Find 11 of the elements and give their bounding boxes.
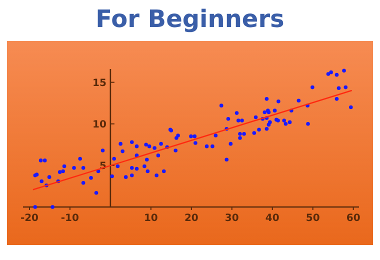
x-tick-label: 20 <box>184 213 198 224</box>
x-tick-label: -10 <box>60 213 80 224</box>
x-tick-label: 10 <box>144 213 158 224</box>
x-tick-label: 30 <box>224 213 239 224</box>
x-tick-label: 40 <box>265 213 280 224</box>
chart-title: For Beginners <box>96 5 284 33</box>
y-tick-label: 15 <box>92 78 106 89</box>
x-tick-label: 50 <box>306 213 320 224</box>
y-tick-label: 10 <box>92 119 106 130</box>
x-tick-label: -20 <box>20 213 39 224</box>
x-tick-label: 60 <box>346 213 360 224</box>
